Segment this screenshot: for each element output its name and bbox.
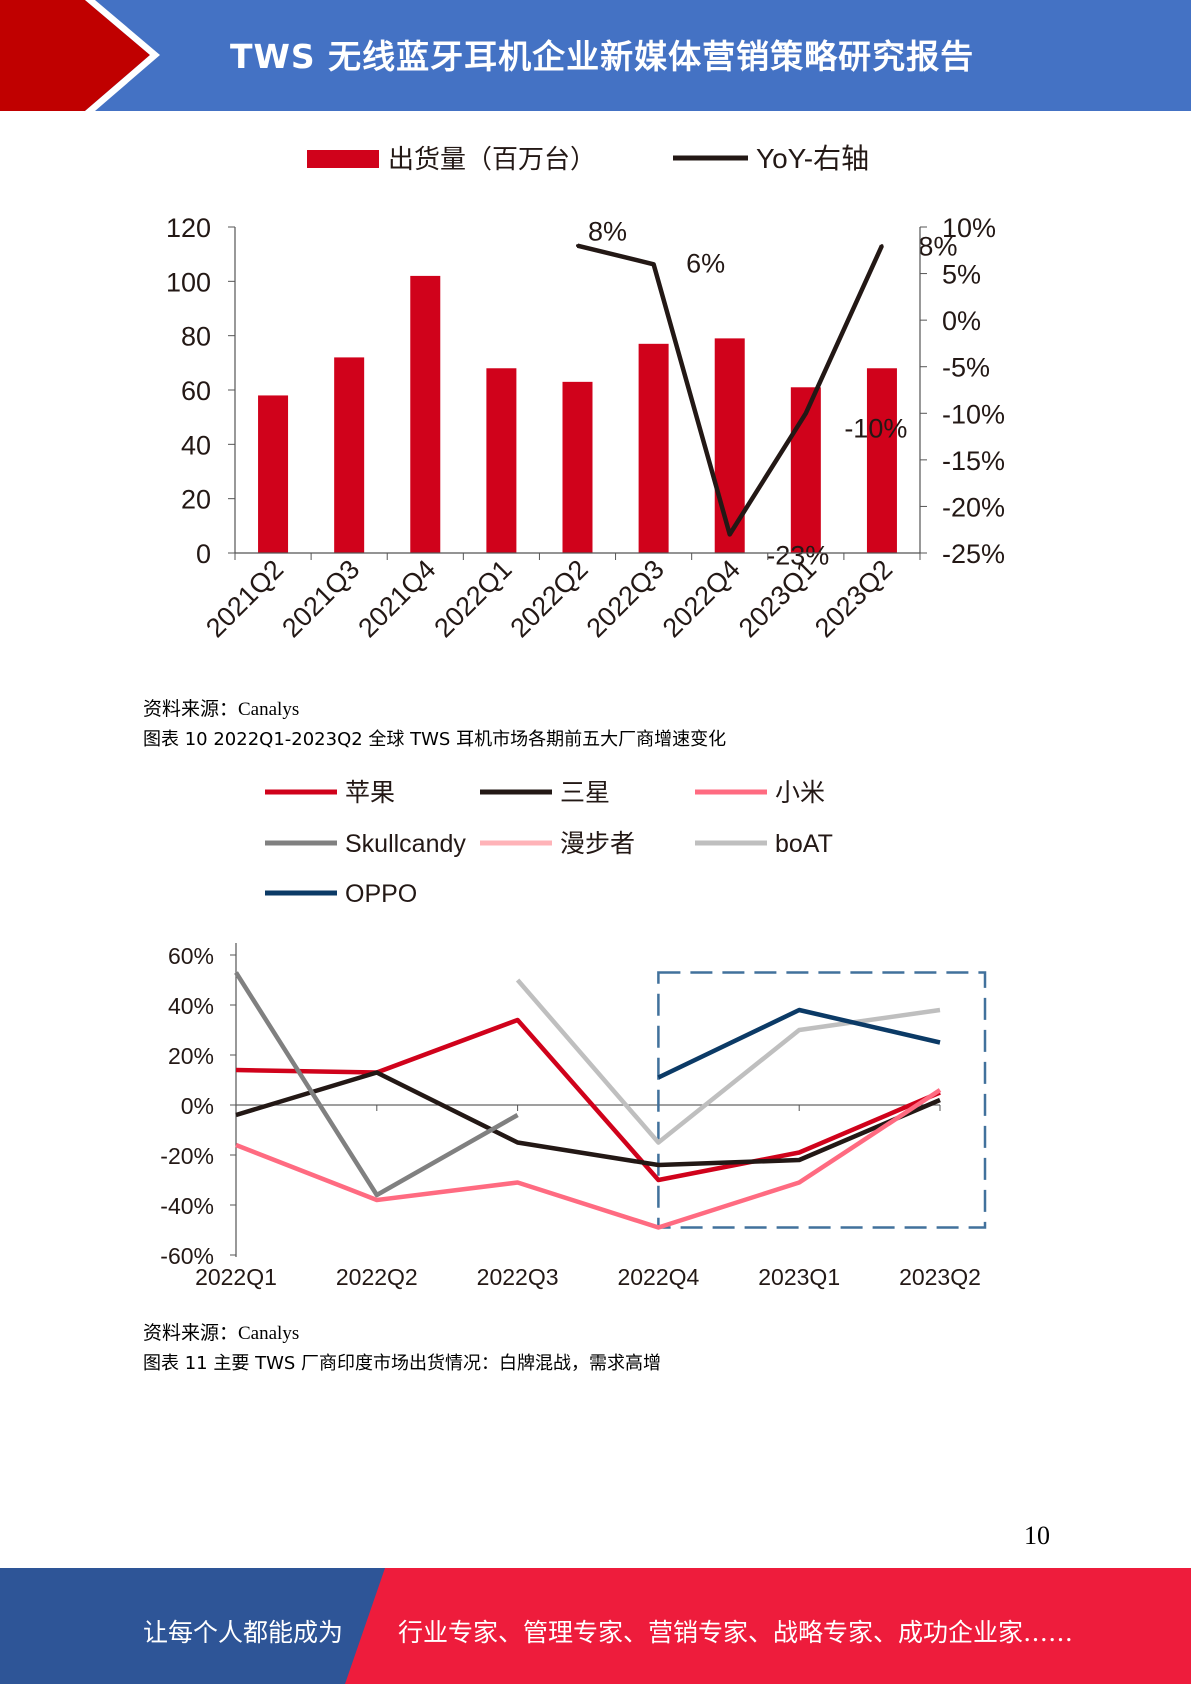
chart2-legend-label: 三星 [560, 779, 610, 807]
chart2-y-tick-label: 60% [168, 943, 214, 969]
chart2-series-line [515, 978, 941, 1145]
chart2-legend-label: 小米 [775, 779, 825, 807]
chart2-y-tick-label: -60% [160, 1243, 214, 1269]
chart1-yoy-point [728, 532, 732, 536]
chart1-yoy-data-label: 6% [686, 248, 725, 278]
footer-red [345, 1568, 1191, 1684]
chart2-y-tick-label: 20% [168, 1043, 214, 1069]
legend-bar-swatch [307, 150, 379, 168]
chart1-yoy-point [576, 244, 579, 248]
chart1-yoy-data-label: -23% [766, 540, 829, 570]
chart1-x-tick-label: 2022Q4 [657, 554, 746, 643]
legend-bar-label: 出货量（百万台） [388, 144, 596, 174]
chart1-bar [486, 368, 517, 553]
chart1-right-tick-label: 5% [942, 260, 981, 290]
chart1-right-tick-label: -20% [942, 492, 1005, 522]
chart2-legend-label: Skullcandy [345, 830, 466, 858]
chart1-left-tick-label: 120 [166, 213, 211, 243]
chart1-bar [334, 357, 365, 553]
shipment-yoy-chart: 出货量（百万台） YoY-右轴 8% 6% -23% -10% 8% 0 20 40 60 80… [0, 120, 1191, 685]
chart2-x-tick-label: 2023Q1 [758, 1264, 840, 1290]
chart1-x-tick-label: 2022Q1 [428, 554, 517, 643]
shipment-yoy-chart-svg: 出货量（百万台） YoY-右轴 8% 6% -23% -10% 8% 0 20 40 60 80… [166, 143, 1005, 643]
chart1-yoy-point [804, 411, 808, 415]
figure-10-caption-text: 图表 10 2022Q1-2023Q2 全球 TWS 耳机市场各期前五大厂商增速… [143, 729, 727, 750]
header-arrow [0, 0, 160, 111]
chart2-legend-label: 漫步者 [560, 830, 635, 858]
chart2-x-tick-label: 2023Q2 [899, 1264, 981, 1290]
chart2-y-tick-label: -20% [160, 1143, 214, 1169]
legend-line-label: YoY-右轴 [756, 143, 869, 174]
chart2-x-tick-label: 2022Q1 [195, 1264, 277, 1290]
chart1-right-tick-label: -25% [942, 539, 1005, 569]
figure-10-caption: 图表 10 2022Q1-2023Q2 全球 TWS 耳机市场各期前五大厂商增速… [143, 725, 726, 751]
chart1-right-tick-label: -5% [942, 353, 990, 383]
chart1-left-tick-label: 40 [181, 430, 211, 460]
chart2-source: 资料来源：Canalys [143, 1323, 300, 1344]
footer-bar [0, 1568, 1191, 1684]
chart1-bar [638, 343, 669, 553]
footer-slogan-right: 行业专家、管理专家、营销专家、战略专家、成功企业家…… [398, 1618, 1074, 1647]
chart1-yoy-point [880, 244, 884, 248]
chart1-bar [410, 275, 441, 553]
chart2-legend-label: boAT [775, 830, 833, 858]
chart1-left-tick-label: 20 [181, 485, 211, 515]
chart2-y-tick-label: 40% [168, 993, 214, 1019]
chart2-x-tick-label: 2022Q3 [477, 1264, 559, 1290]
page-number: 10 [1024, 1521, 1050, 1550]
chart1-right-tick-label: -10% [942, 399, 1005, 429]
vendor-growth-chart-svg: 苹果 三星 小米 Skullcandy 漫步者 boAT OPPO -60% -40% -20%… [160, 779, 987, 1290]
header-bar: TWS 无线蓝牙耳机企业新媒体营销策略研究报告 [0, 0, 1191, 111]
chart1-bar [258, 395, 289, 553]
chart2-legend-label: 苹果 [345, 779, 395, 807]
chart2-x-tick-label: 2022Q4 [617, 1264, 699, 1290]
chart1-yoy-data-label: 8% [918, 232, 957, 262]
chart1-bar [562, 381, 593, 553]
chart1-left-tick-label: 80 [181, 322, 211, 352]
chart1-left-tick-label: 100 [166, 267, 211, 297]
chart1-bar [866, 368, 897, 553]
chart2-series-line [657, 1007, 941, 1080]
chart1-yoy-data-label: 8% [588, 217, 627, 247]
chart1-source: 资料来源：Canalys [143, 699, 300, 720]
chart1-right-tick-label: 0% [942, 306, 981, 336]
chart2-series-line [235, 1070, 941, 1168]
chart1-x-tick-label: 2021Q2 [200, 554, 289, 643]
chart2-legend: 苹果 三星 小米 Skullcandy 漫步者 boAT OPPO [265, 779, 833, 908]
chart1-yoy-data-label: -10% [844, 413, 907, 443]
chart2-series-line [235, 1088, 942, 1230]
chart1-yoy-point [652, 262, 656, 266]
footer-slogan-left: 让每个人都能成为 [143, 1618, 344, 1647]
chart1-right-tick-label: -15% [942, 446, 1005, 476]
chart2-x-tick-label: 2022Q2 [336, 1264, 418, 1290]
chart1-right-tick-label: 10% [942, 213, 996, 243]
chart1-legend: 出货量（百万台） YoY-右轴 [307, 143, 869, 174]
figure-11-caption: 图表 11 主要 TWS 厂商印度市场出货情况：白牌混战，需求高增 [143, 1349, 661, 1375]
chart2-legend-label: OPPO [345, 880, 417, 908]
chart1-left-tick-label: 0 [196, 539, 211, 569]
header-red-arrow [0, 0, 150, 111]
chart1-x-tick-label: 2021Q3 [276, 554, 365, 643]
chart1-x-tick-label: 2021Q4 [352, 554, 441, 643]
chart2-series-line [234, 971, 519, 1198]
chart1-x-tick-label: 2022Q2 [505, 554, 594, 643]
vendor-growth-chart: 苹果 三星 小米 Skullcandy 漫步者 boAT OPPO -60% -40% -20%… [0, 770, 1191, 1315]
chart1-left-tick-label: 60 [181, 376, 211, 406]
chart2-y-tick-label: -40% [160, 1193, 214, 1219]
chart2-y-tick-label: 0% [181, 1093, 214, 1119]
chart2-series-line [235, 1017, 941, 1183]
header-title: TWS 无线蓝牙耳机企业新媒体营销策略研究报告 [230, 37, 975, 76]
chart1-x-tick-label: 2022Q3 [581, 554, 670, 643]
figure-11-caption-text: 图表 11 主要 TWS 厂商印度市场出货情况：白牌混战，需求高增 [143, 1353, 662, 1374]
chart2-highlight-box [657, 971, 987, 1229]
